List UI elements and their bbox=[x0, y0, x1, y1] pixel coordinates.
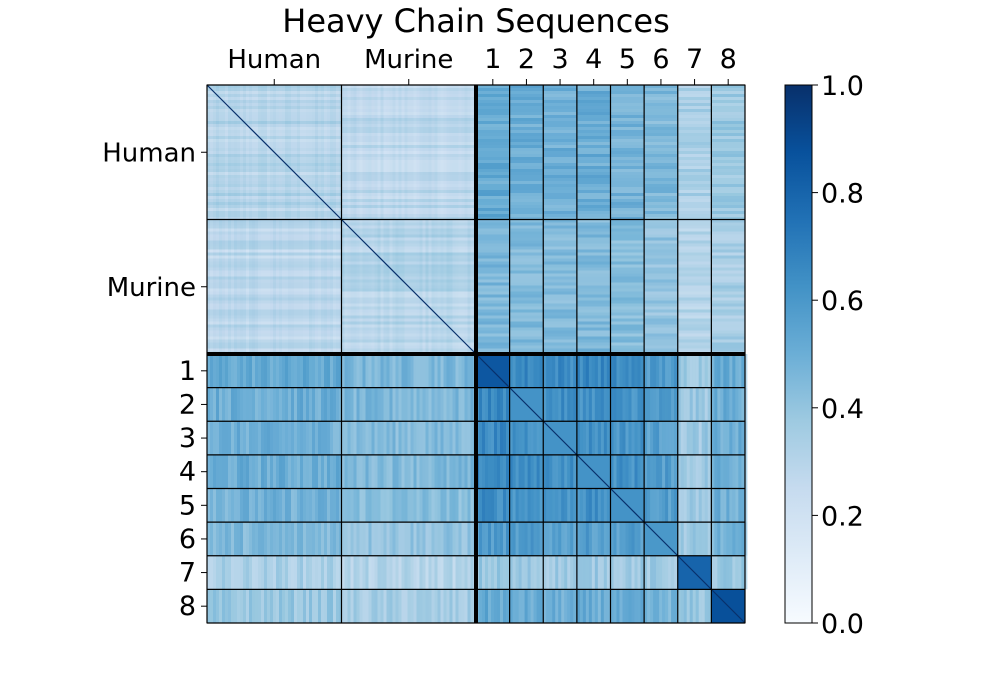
colorbar-tick-label: 0.4 bbox=[821, 394, 864, 425]
y-tick-label-Human: Human bbox=[102, 138, 196, 168]
y-tick-label-6: 6 bbox=[179, 524, 196, 555]
colorbar bbox=[784, 84, 813, 624]
y-tick-label-4: 4 bbox=[179, 457, 196, 488]
diagonal-line bbox=[576, 454, 611, 489]
colorbar-tick-label: 1.0 bbox=[821, 71, 864, 102]
x-tick-label-Murine: Murine bbox=[364, 45, 453, 75]
diagonal-line bbox=[710, 588, 746, 624]
y-tick-label-Murine: Murine bbox=[107, 273, 196, 303]
x-tick-label-1: 1 bbox=[484, 44, 501, 75]
x-tick-label-7: 7 bbox=[686, 44, 703, 75]
diagonal-line bbox=[610, 488, 645, 523]
colorbar-tick-label: 0.0 bbox=[821, 609, 864, 640]
y-tick-label-5: 5 bbox=[179, 490, 196, 521]
diagonal-line bbox=[509, 387, 544, 422]
chart-title: Heavy Chain Sequences bbox=[282, 2, 670, 40]
y-tick-label-2: 2 bbox=[179, 389, 196, 420]
diagonal-line bbox=[643, 521, 679, 557]
x-tick-label-6: 6 bbox=[652, 44, 669, 75]
x-tick-label-3: 3 bbox=[551, 44, 568, 75]
x-tick-label-2: 2 bbox=[518, 44, 535, 75]
x-tick-label-4: 4 bbox=[585, 44, 602, 75]
diagonal-line bbox=[542, 420, 578, 456]
y-tick-label-1: 1 bbox=[179, 356, 196, 387]
diagonal-line bbox=[677, 555, 712, 590]
colorbar-tick-label: 0.6 bbox=[821, 286, 864, 317]
diagonal-line bbox=[475, 353, 511, 389]
diagonal-line bbox=[341, 219, 477, 355]
colorbar-tick-label: 0.2 bbox=[821, 501, 864, 532]
x-tick-label-8: 8 bbox=[720, 44, 737, 75]
y-tick-label-7: 7 bbox=[179, 558, 196, 589]
x-tick-label-5: 5 bbox=[619, 44, 636, 75]
x-tick-label-Human: Human bbox=[227, 45, 321, 75]
y-tick-label-8: 8 bbox=[179, 591, 196, 622]
y-tick-label-3: 3 bbox=[179, 423, 196, 454]
plot-frame bbox=[206, 84, 746, 624]
colorbar-tick-label: 0.8 bbox=[821, 179, 864, 210]
diagonal-line bbox=[206, 84, 342, 220]
